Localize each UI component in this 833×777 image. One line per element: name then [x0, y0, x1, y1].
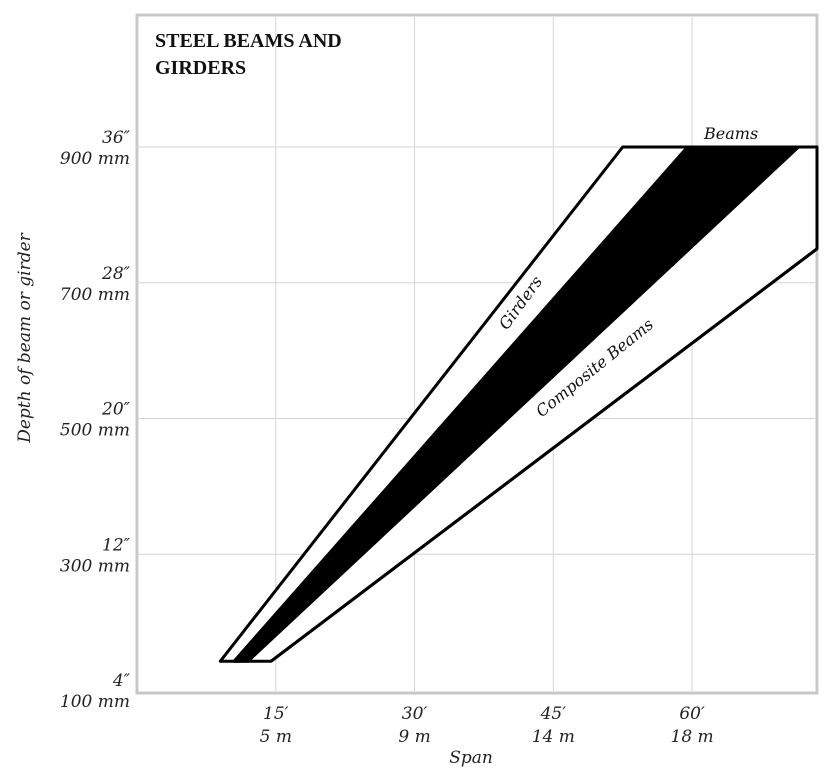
- x-tick-label-2-0: 45′: [540, 704, 567, 724]
- chart-bands: [218, 145, 819, 663]
- x-tick-label-2-1: 14 m: [532, 727, 575, 747]
- x-tick-label-1-1: 9 m: [398, 727, 430, 747]
- x-tick-label-1-0: 30′: [402, 704, 428, 724]
- y-tick-label-3-1: 700 mm: [60, 285, 130, 305]
- x-axis-label: Span: [449, 748, 493, 768]
- y-tick-label-3-0: 28″: [101, 264, 131, 284]
- band-composite-beams-edge: [270, 247, 818, 663]
- chart-title-line-1: STEEL BEAMS AND: [155, 30, 342, 52]
- x-tick-label-3-1: 18 m: [671, 727, 714, 747]
- x-tick-labels: 15′ 5 m 30′ 9 m 45′ 14 m 60′ 18 m: [260, 704, 714, 747]
- x-tick-label-3-0: 60′: [679, 704, 705, 724]
- y-axis-label: Depth of beam or girder: [15, 232, 35, 443]
- y-tick-label-4-0: 36″: [102, 128, 131, 148]
- x-tick-label-0-1: 5 m: [260, 727, 292, 747]
- y-tick-label-1-0: 12″: [102, 535, 131, 555]
- label-beams: Beams: [703, 124, 758, 143]
- y-tick-label-0-1: 100 mm: [60, 692, 130, 712]
- grid: [139, 17, 815, 691]
- chart-title-line-2: GIRDERS: [155, 57, 246, 79]
- y-tick-label-1-1: 300 mm: [60, 556, 130, 576]
- x-tick-label-0-0: 15′: [263, 704, 289, 724]
- y-tick-labels: 4″100 mm 12″300 mm 20″500 mm 28″700 mm 36″90…: [60, 128, 131, 712]
- y-tick-label-4-1: 900 mm: [60, 149, 130, 169]
- band-beams: [232, 145, 800, 663]
- y-tick-label-2-1: 500 mm: [60, 421, 130, 441]
- plot-frame: [135, 13, 819, 695]
- y-tick-label-0-0: 4″: [112, 671, 131, 691]
- y-tick-label-2-0: 20″: [101, 400, 131, 420]
